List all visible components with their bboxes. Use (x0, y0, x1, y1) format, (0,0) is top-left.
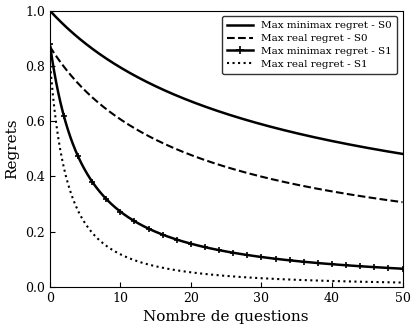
Max real regret - S0 (290, 182, 295, 186)
Max minimax regret - S0 (47, 9, 52, 13)
Max real regret - S1 (322, 279, 327, 283)
Max real regret - S1 (190, 271, 195, 275)
Max real regret - S0 (47, 45, 52, 49)
X-axis label: Nombre de questions: Nombre de questions (144, 311, 309, 324)
Max real regret - S1 (329, 279, 334, 283)
Line: Max real regret - S1: Max real regret - S1 (50, 60, 403, 282)
Max real regret - S0 (83, 89, 88, 93)
Max real regret - S0 (400, 200, 405, 204)
Max real regret - S1 (400, 280, 405, 284)
Max real regret - S0 (329, 189, 334, 193)
Max real regret - S0 (190, 153, 195, 157)
Max real regret - S1 (83, 222, 88, 226)
Max minimax regret - S0 (190, 100, 195, 104)
Line: Max real regret - S0: Max real regret - S0 (50, 47, 403, 202)
Max real regret - S1 (47, 58, 52, 62)
Max real regret - S1 (203, 272, 208, 276)
Y-axis label: Regrets: Regrets (5, 118, 20, 179)
Max minimax regret - S0 (83, 42, 88, 46)
Max minimax regret - S0 (322, 138, 327, 142)
Max minimax regret - S0 (290, 130, 295, 134)
Max real regret - S1 (290, 278, 295, 281)
Max minimax regret - S0 (400, 152, 405, 156)
Max minimax regret - S0 (329, 139, 334, 143)
Max real regret - S0 (322, 188, 327, 192)
Max real regret - S0 (203, 158, 208, 162)
Legend: Max minimax regret - S0, Max real regret - S0, Max minimax regret - S1, Max real: Max minimax regret - S0, Max real regret… (222, 16, 397, 74)
Max minimax regret - S0 (203, 105, 208, 109)
Line: Max minimax regret - S0: Max minimax regret - S0 (50, 11, 403, 154)
